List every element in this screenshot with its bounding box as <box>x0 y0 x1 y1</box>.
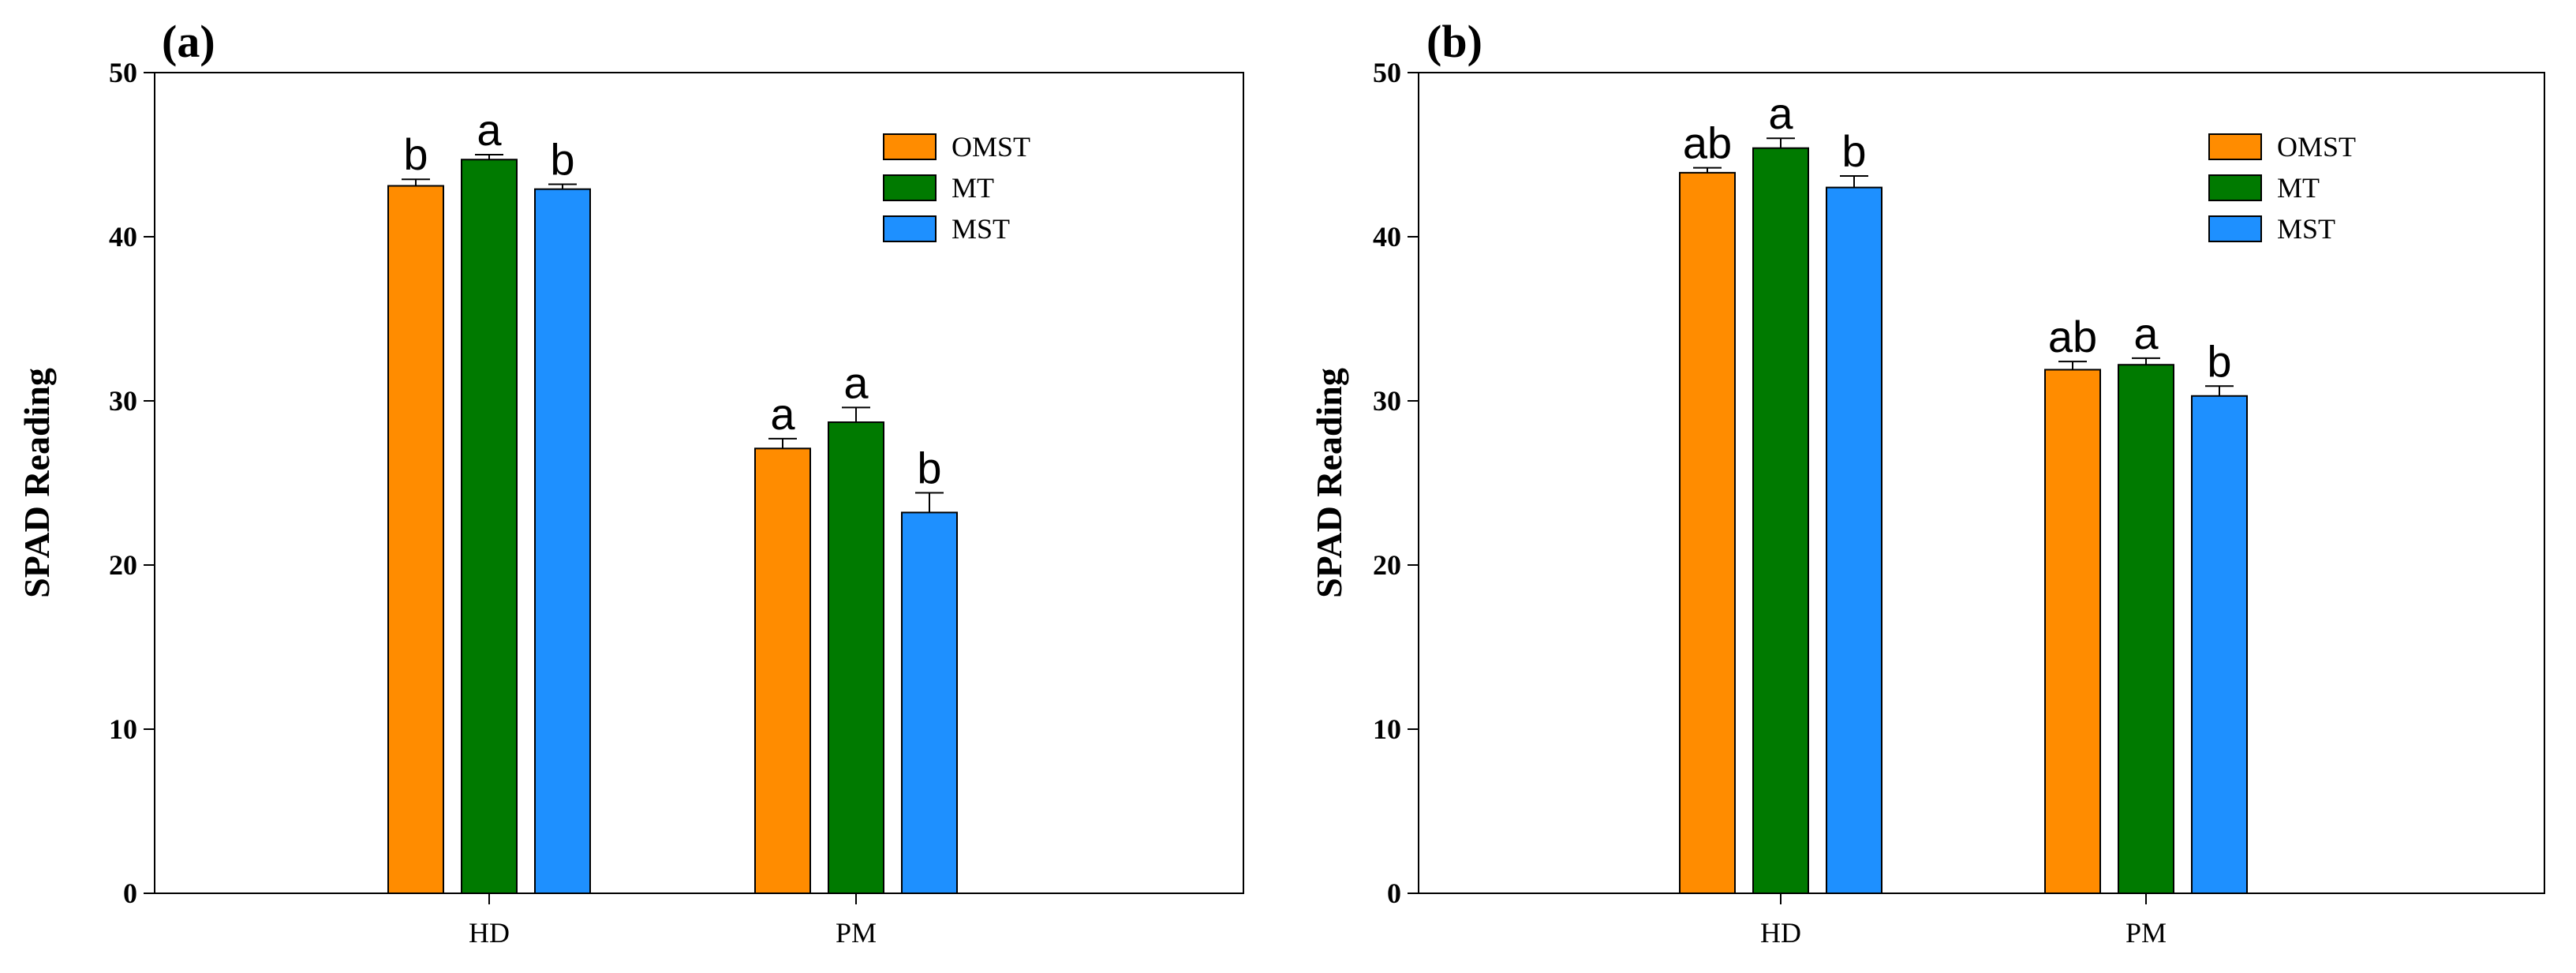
bar-mst <box>901 511 958 894</box>
y-axis-label: SPAD Reading <box>1309 368 1349 598</box>
y-tick-label: 0 <box>123 878 137 909</box>
panel-label: (b) <box>1426 16 1482 67</box>
y-tick-label: 50 <box>109 57 137 88</box>
legend-label-mt: MT <box>952 172 994 204</box>
bar-mt <box>2118 364 2174 894</box>
legend-label-mst: MST <box>2277 213 2335 245</box>
significance-letter: a <box>1768 88 1793 138</box>
y-tick-label: 10 <box>1373 713 1401 745</box>
bar-mst <box>534 188 591 894</box>
bar-omst <box>1679 171 1736 894</box>
bar-omst <box>387 185 444 894</box>
plot-frame <box>154 72 1244 894</box>
bar-mst <box>2191 395 2248 894</box>
significance-letter: b <box>1841 126 1866 176</box>
bar-mt <box>461 159 518 895</box>
x-category-label: PM <box>2125 917 2167 949</box>
significance-letter: b <box>550 134 574 184</box>
significance-letter: b <box>2207 336 2231 386</box>
y-tick-label: 20 <box>109 549 137 581</box>
significance-letter: b <box>403 129 428 179</box>
significance-letter: a <box>2133 309 2159 358</box>
x-category-label: HD <box>1760 917 1801 949</box>
significance-letter: a <box>843 357 869 407</box>
panel-label: (a) <box>162 16 215 67</box>
bar-omst <box>2044 369 2101 895</box>
y-tick-label: 0 <box>1387 878 1401 909</box>
y-tick-label: 30 <box>109 385 137 417</box>
y-tick-label: 10 <box>109 713 137 745</box>
legend-label-omst: OMST <box>2277 131 2356 163</box>
significance-letter: ab <box>2048 312 2097 361</box>
plot-frame <box>1418 72 2545 894</box>
bar-mt <box>828 421 884 894</box>
significance-letter: a <box>770 389 795 439</box>
legend-swatch-mst <box>2208 215 2262 242</box>
significance-letter: b <box>917 443 941 492</box>
legend-label-mst: MST <box>952 213 1010 245</box>
bar-mst <box>1826 186 1882 895</box>
legend-swatch-omst <box>2208 133 2262 160</box>
legend-swatch-mt <box>883 174 937 201</box>
x-category-label: PM <box>836 917 877 949</box>
bar-omst <box>754 447 811 894</box>
y-tick-label: 40 <box>109 221 137 253</box>
y-tick-label: 20 <box>1373 549 1401 581</box>
legend-swatch-omst <box>883 133 937 160</box>
bar-mt <box>1752 147 1809 894</box>
y-tick-label: 30 <box>1373 385 1401 417</box>
y-axis-label: SPAD Reading <box>17 368 57 598</box>
significance-letter: ab <box>1683 118 1732 168</box>
significance-letter: a <box>477 105 502 155</box>
legend-label-mt: MT <box>2277 172 2320 204</box>
y-tick-label: 40 <box>1373 221 1401 253</box>
legend-label-omst: OMST <box>952 131 1030 163</box>
legend-swatch-mt <box>2208 174 2262 201</box>
y-tick-label: 50 <box>1373 57 1401 88</box>
x-category-label: HD <box>469 917 510 949</box>
legend-swatch-mst <box>883 215 937 242</box>
